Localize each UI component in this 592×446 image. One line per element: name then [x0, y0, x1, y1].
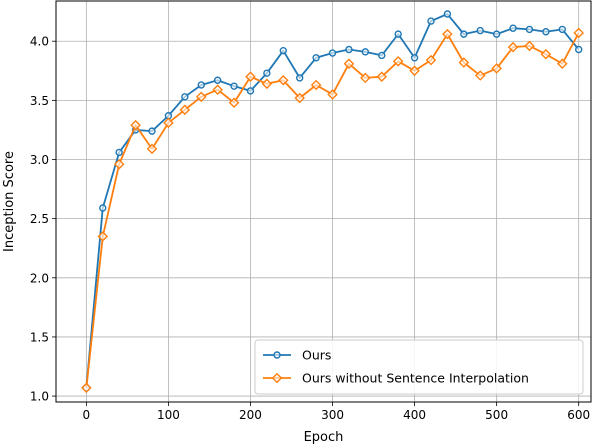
data-point	[409, 65, 420, 77]
data-point	[361, 48, 370, 56]
x-tick-label: 200	[239, 408, 262, 422]
x-tick-label: 0	[83, 408, 91, 422]
y-tick-label: 2.5	[30, 212, 49, 226]
data-point	[378, 51, 386, 60]
data-point	[327, 89, 338, 100]
data-point	[146, 143, 158, 155]
data-point	[360, 72, 371, 84]
y-tick-label: 2.0	[30, 271, 49, 285]
data-point	[213, 76, 222, 84]
data-point	[230, 82, 238, 90]
data-point	[458, 57, 470, 68]
y-axis-label: Inception Score	[2, 151, 17, 252]
x-axis-label: Epoch	[304, 430, 344, 445]
series-layer	[81, 10, 584, 394]
data-point	[425, 54, 437, 66]
data-point	[181, 93, 189, 101]
legend-swatch-marker	[273, 351, 281, 359]
data-point	[115, 148, 123, 157]
data-point	[524, 40, 535, 52]
data-point	[245, 71, 256, 82]
data-point	[345, 45, 353, 54]
data-point	[294, 92, 305, 104]
data-point	[99, 204, 107, 212]
data-point	[278, 74, 289, 86]
data-point	[296, 74, 304, 82]
data-point	[442, 28, 453, 40]
y-tick-label: 3.5	[30, 94, 49, 108]
series-1	[82, 10, 583, 392]
series-2	[81, 27, 584, 394]
data-point	[474, 70, 486, 81]
legend-box	[254, 339, 584, 395]
x-tick-label: 400	[403, 408, 426, 422]
legend-item: Ours without Sentence Interpolation	[263, 371, 529, 386]
data-point	[228, 97, 240, 109]
plot-frame	[55, 0, 592, 403]
data-point	[427, 17, 435, 25]
legend-label: Ours	[302, 348, 331, 363]
data-point	[148, 127, 156, 135]
data-point	[246, 87, 255, 95]
data-point	[195, 91, 207, 103]
data-point	[328, 49, 337, 57]
data-point	[525, 25, 534, 34]
data-point	[197, 81, 205, 89]
data-point	[476, 26, 484, 35]
data-point	[81, 382, 92, 394]
data-point	[507, 41, 519, 53]
x-tick-label: 500	[485, 408, 508, 422]
legend-item: Ours	[263, 348, 331, 363]
data-point	[558, 25, 566, 34]
data-point	[492, 30, 501, 38]
data-point	[573, 27, 584, 39]
data-point	[312, 54, 320, 62]
data-point	[261, 78, 273, 90]
data-point	[509, 24, 517, 32]
data-point	[491, 63, 502, 74]
x-tick-label: 300	[321, 408, 344, 422]
data-point	[542, 28, 550, 36]
y-tick-label: 1.0	[30, 390, 49, 404]
data-point	[556, 58, 568, 69]
data-point	[113, 158, 125, 170]
axis-ticks: 0 100 200 300 400 500 600 1.0 1.5 2.0 2.5 3.0 3.5 4.0	[30, 35, 590, 422]
legend-label: Ours without Sentence Interpolation	[302, 371, 529, 386]
data-point	[97, 231, 109, 242]
data-point	[394, 30, 402, 38]
x-tick-label: 600	[567, 408, 590, 422]
data-point	[279, 46, 287, 55]
data-point	[212, 84, 223, 96]
y-tick-label: 1.5	[30, 330, 49, 344]
data-point	[179, 104, 191, 116]
y-tick-label: 3.0	[30, 153, 49, 167]
y-tick-label: 4.0	[30, 35, 49, 49]
data-point	[343, 58, 355, 69]
data-point	[163, 117, 174, 129]
data-point	[130, 119, 141, 131]
legend: Ours Ours without Sentence Interpolation	[254, 339, 584, 395]
data-point	[540, 48, 552, 60]
data-point	[460, 30, 468, 38]
legend-swatch-marker	[271, 372, 283, 384]
x-tick-label: 100	[157, 408, 180, 422]
data-point	[376, 71, 388, 82]
data-point	[443, 10, 452, 18]
data-point	[263, 69, 271, 77]
data-point	[574, 45, 583, 54]
data-point	[392, 56, 404, 67]
data-point	[310, 79, 322, 91]
data-point	[410, 54, 419, 62]
